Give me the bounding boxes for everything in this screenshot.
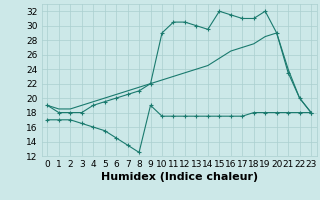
X-axis label: Humidex (Indice chaleur): Humidex (Indice chaleur) xyxy=(100,172,258,182)
